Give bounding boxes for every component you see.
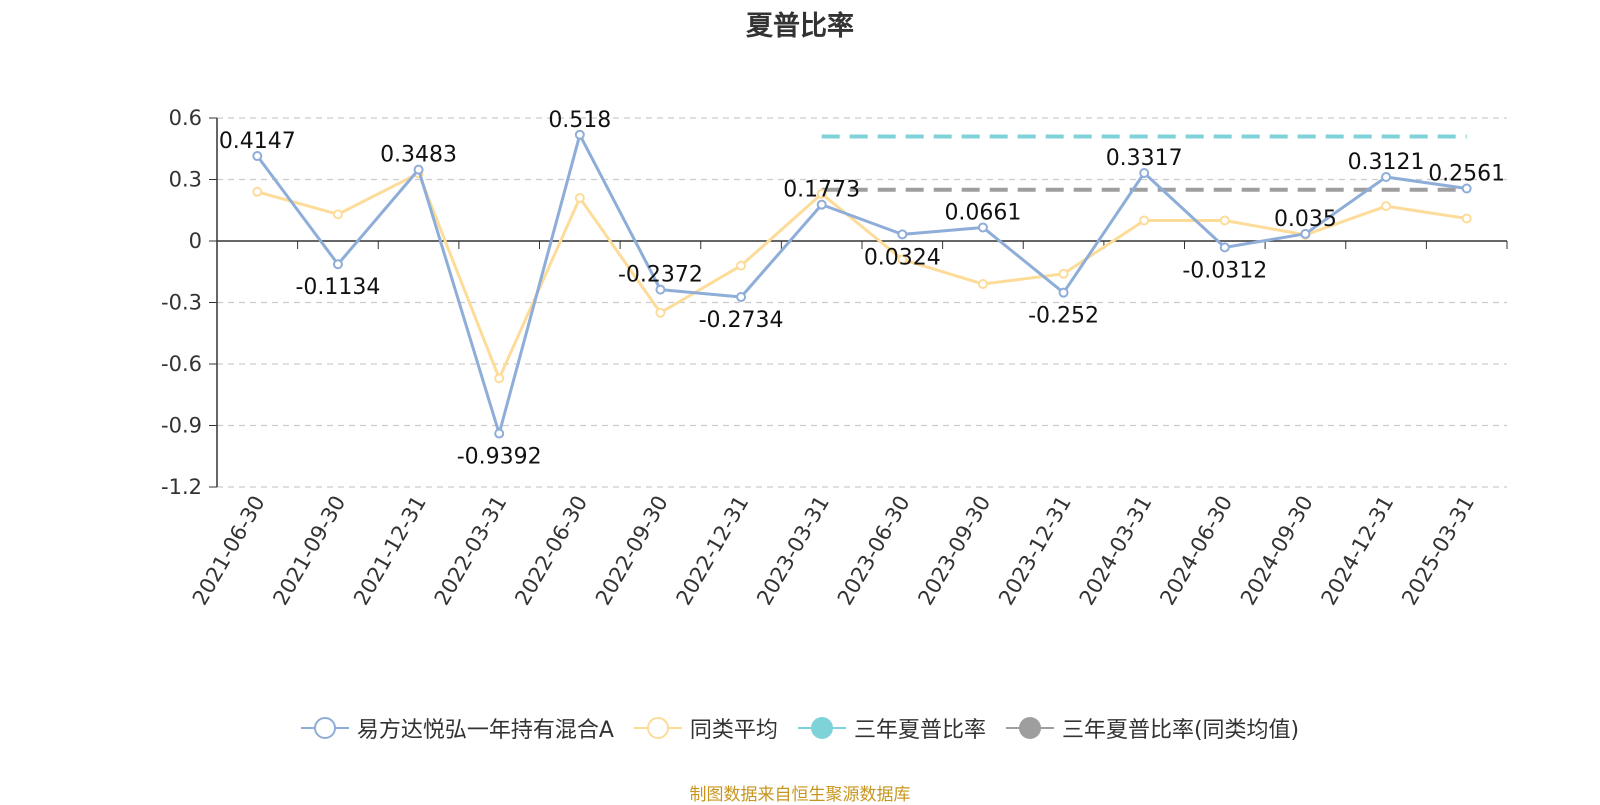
legend-marker-three-year-sharpe-peer (1005, 717, 1054, 739)
data-label-fund: -0.2734 (699, 308, 784, 333)
series-layer (252, 129, 1472, 439)
data-point-fund (332, 259, 343, 270)
x-tick-label: 2022-09-30 (591, 492, 673, 610)
data-point-peer-average (655, 307, 666, 318)
y-tick-label: -0.6 (161, 352, 202, 376)
y-tick-label: -1.2 (161, 475, 202, 499)
chart-title: 夏普比率 (746, 11, 854, 42)
legend-marker-peer-average (633, 717, 682, 739)
series-line-peer-average (256, 171, 1467, 380)
data-point-peer-average (816, 188, 827, 199)
legend: 易方达悦弘一年持有混合A 同类平均 三年夏普比率 三年夏普比率(同类均值) (0, 712, 1600, 744)
legend-label-three-year-sharpe: 三年夏普比率 (853, 718, 986, 743)
data-label-fund: 0.0324 (864, 245, 941, 270)
data-point-peer-average (574, 192, 585, 203)
data-label-fund: -0.0312 (1182, 258, 1267, 283)
data-point-fund (413, 164, 424, 175)
legend-marker-fund (300, 717, 349, 739)
data-source-footer: 制图数据来自恒生聚源数据库 (689, 785, 911, 805)
legend-label-fund: 易方达悦弘一年持有混合A (356, 718, 614, 743)
data-label-fund: -0.9392 (457, 445, 542, 470)
x-tick-label: 2022-12-31 (672, 492, 754, 610)
data-label-fund: 0.0661 (944, 200, 1021, 225)
legend-item-three-year-sharpe[interactable]: 三年夏普比率 (797, 712, 986, 744)
x-tick-label: 2024-12-31 (1317, 492, 1399, 610)
data-label-fund: -0.2372 (618, 263, 703, 288)
x-tick-label: 2024-03-31 (1075, 492, 1157, 610)
sharpe-line-chart: 0.6 0.3 0 -0.3 -0.6 -0.9 -1.22021-06-302021-09… (161, 106, 1508, 610)
data-point-fund (977, 222, 988, 233)
x-tick-label: 2024-09-30 (1236, 492, 1318, 610)
data-point-fund (1058, 287, 1069, 298)
x-tick-label: 2022-03-31 (430, 492, 512, 610)
x-tick-label: 2021-09-30 (268, 492, 350, 610)
y-tick-label: 0 (189, 229, 202, 253)
data-point-peer-average (1058, 268, 1069, 279)
x-tick-label: 2021-12-31 (349, 492, 431, 610)
data-point-fund (816, 199, 827, 210)
legend-label-three-year-sharpe-peer: 三年夏普比率(同类均值) (1061, 718, 1300, 743)
data-point-peer-average (332, 209, 343, 220)
grid-layer (217, 117, 1507, 488)
legend-marker-three-year-sharpe (797, 717, 846, 739)
x-tick-label: 2024-06-30 (1155, 492, 1237, 610)
series-line-fund (256, 133, 1467, 436)
data-label-fund: 0.1773 (783, 178, 860, 203)
data-label-fund: 0.035 (1274, 207, 1337, 232)
data-point-peer-average (1381, 201, 1392, 212)
legend-item-fund[interactable]: 易方达悦弘一年持有混合A (300, 712, 614, 744)
data-point-peer-average (1139, 215, 1150, 226)
x-tick-label: 2025-03-31 (1397, 492, 1479, 610)
x-tick-label: 2023-09-30 (913, 492, 995, 610)
data-point-peer-average (736, 260, 747, 271)
data-point-fund (574, 129, 585, 140)
legend-item-peer-average[interactable]: 同类平均 (633, 712, 778, 744)
data-point-peer-average (977, 279, 988, 290)
data-point-fund (1461, 183, 1472, 194)
data-point-peer-average (494, 373, 505, 384)
data-label-fund: 0.3121 (1348, 150, 1425, 175)
data-point-fund (1381, 172, 1392, 183)
data-point-peer-average (1219, 215, 1230, 226)
y-tick-label: -0.9 (161, 414, 202, 438)
data-label-fund: 0.4147 (219, 129, 296, 154)
x-tick-label: 2021-06-30 (188, 492, 270, 610)
data-label-fund: 0.2561 (1428, 161, 1505, 186)
x-tick-label: 2023-06-30 (833, 492, 915, 610)
legend-label-peer-average: 同类平均 (689, 718, 778, 743)
x-tick-label: 2023-03-31 (752, 492, 834, 610)
y-tick-label: 0.6 (169, 106, 202, 130)
data-point-peer-average (897, 254, 908, 265)
data-point-fund (494, 428, 505, 439)
x-tick-label: 2023-12-31 (994, 492, 1076, 610)
data-label-fund: 0.518 (548, 108, 611, 133)
data-label-fund: 0.3317 (1106, 146, 1183, 171)
y-tick-label: 0.3 (169, 168, 202, 192)
data-labels-layer: 0.4147 -0.1134 0.3483 -0.9392 0.518 -0.2372 -0… (219, 108, 1505, 470)
legend-item-three-year-sharpe-peer[interactable]: 三年夏普比率(同类均值) (1005, 712, 1300, 744)
data-point-fund (252, 150, 263, 161)
y-tick-label: -0.3 (161, 291, 202, 315)
data-point-fund (1139, 168, 1150, 179)
reference-lines-layer (821, 134, 1467, 192)
data-label-fund: -0.1134 (295, 275, 380, 300)
data-label-fund: -0.252 (1028, 304, 1099, 329)
data-point-fund (655, 284, 666, 295)
x-tick-label: 2022-06-30 (510, 492, 592, 610)
data-point-fund (897, 229, 908, 240)
data-label-fund: 0.3483 (380, 143, 457, 168)
data-point-fund (736, 292, 747, 303)
data-point-peer-average (252, 186, 263, 197)
data-point-fund (1219, 242, 1230, 253)
data-point-fund (1300, 228, 1311, 239)
data-point-peer-average (1461, 213, 1472, 224)
